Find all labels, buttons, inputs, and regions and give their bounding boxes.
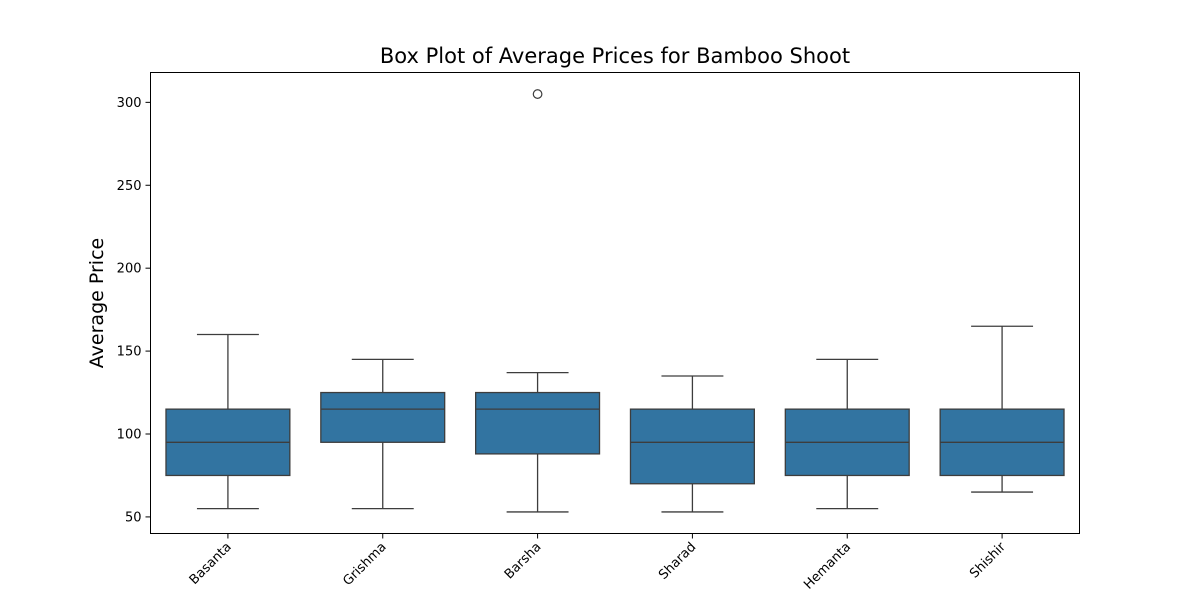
box-body xyxy=(320,391,446,443)
y-tick-label: 100 xyxy=(117,428,142,443)
y-axis-label: Average Price xyxy=(86,238,108,368)
x-tick-label: Hemanta xyxy=(801,540,854,593)
box-hemanta xyxy=(784,358,910,510)
box-sharad xyxy=(629,375,756,513)
x-tick-label: Grishma xyxy=(340,540,389,589)
box-basanta xyxy=(165,333,291,510)
plot-area: 50 100 150 200 250 300 Basanta Grishma Barsha Sha… xyxy=(117,89,1065,593)
box-shishir xyxy=(939,325,1065,493)
y-tick-label: 300 xyxy=(117,96,142,111)
x-tick-label: Sharad xyxy=(656,540,699,583)
x-tick-label: Basanta xyxy=(187,540,235,588)
chart-title: Box Plot of Average Prices for Bamboo Sh… xyxy=(380,44,850,68)
box-body xyxy=(629,408,756,485)
x-tick-label: Barsha xyxy=(502,540,545,583)
box-barsha xyxy=(474,89,601,513)
x-tick-label: Shishir xyxy=(967,539,1009,581)
y-tick-label: 150 xyxy=(117,345,142,360)
outlier-point xyxy=(532,89,543,99)
y-tick-label: 50 xyxy=(125,510,142,525)
box-body xyxy=(474,391,601,455)
plot-frame xyxy=(150,72,1080,534)
box-grishma xyxy=(320,358,446,510)
y-tick-label: 250 xyxy=(117,179,142,194)
y-tick-label: 200 xyxy=(117,262,142,277)
